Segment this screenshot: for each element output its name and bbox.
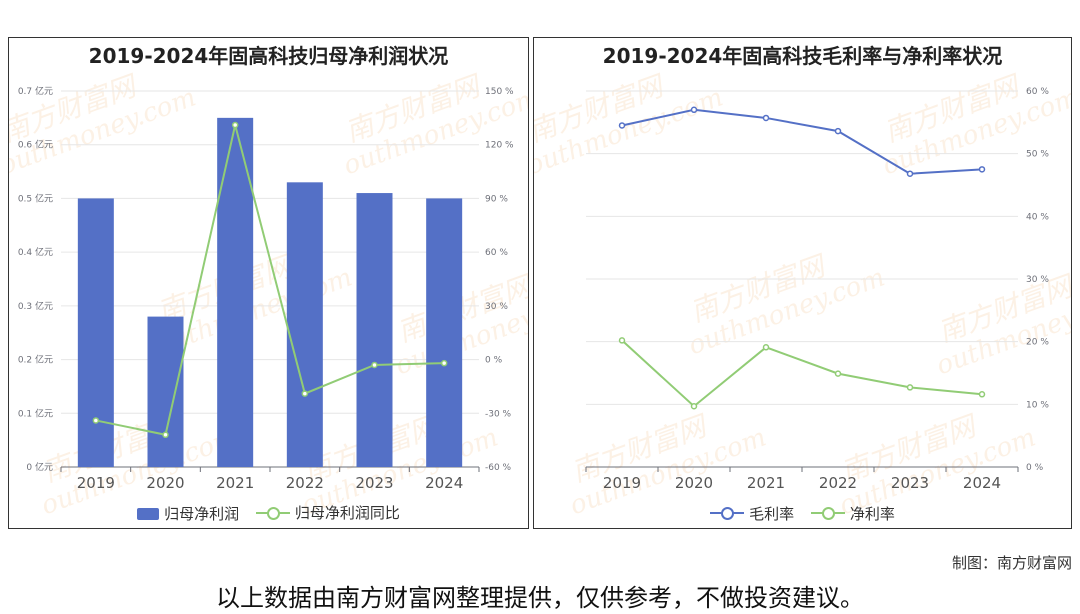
gross-margin-point-2022 xyxy=(834,127,842,135)
y-left-tick-label: 0.5 亿元 xyxy=(18,192,53,204)
y-left-tick-label: 0.6 亿元 xyxy=(18,139,53,151)
yoy-point-2019 xyxy=(92,417,100,424)
y-right-tick-label: 30 % xyxy=(485,302,508,312)
chart-panel-margins: 南方财富网 outhmoney.com 南方财富网 outhmoney.com 南方财富… xyxy=(533,37,1072,529)
y-right-tick-label: 50 % xyxy=(1026,150,1049,160)
net-margin-point-2019 xyxy=(618,337,626,344)
y-right-tick-label: 60 % xyxy=(485,248,508,258)
gross-margin-point-2023 xyxy=(906,170,914,177)
yoy-point-2021 xyxy=(231,121,239,129)
x-tick-label: 2020 xyxy=(675,474,713,492)
net-margin-point-2021 xyxy=(762,344,770,351)
legend-swatch-bar xyxy=(137,507,160,520)
gross-margin-point-2019 xyxy=(618,122,626,129)
x-tick-label: 2023 xyxy=(355,474,393,492)
y-right-tick-label: 20 % xyxy=(1026,338,1049,348)
x-tick-label: 2024 xyxy=(425,474,463,492)
x-tick-label: 2019 xyxy=(603,474,641,492)
yoy-point-2024 xyxy=(440,359,448,367)
chart-legend: 归母净利润 归母净利润同比 xyxy=(9,502,528,524)
y-left-tick-label: 0.2 亿元 xyxy=(18,354,53,366)
yoy-point-2022 xyxy=(301,390,309,397)
legend-label: 归母净利润同比 xyxy=(294,504,400,522)
x-tick-label: 2021 xyxy=(747,474,785,492)
net-margin-line xyxy=(621,339,983,408)
legend-item-net-profit[interactable]: 归母净利润 xyxy=(137,503,239,524)
chart-title: 2019-2024年固高科技毛利率与净利率状况 xyxy=(602,44,1003,68)
x-tick-label: 2023 xyxy=(891,474,929,492)
y-right-tick-label: 0 % xyxy=(485,356,503,366)
legend-swatch-line xyxy=(255,506,290,520)
y-left-tick-label: 0.1 亿元 xyxy=(18,407,53,419)
net-profit-chart: 南方财富网outhmoney.com南方财富网outhmoney.com南方财富… xyxy=(9,68,528,521)
x-tick-label: 2022 xyxy=(286,474,324,492)
legend-label: 归母净利润 xyxy=(164,505,240,523)
chart-legend: 毛利率 净利率 xyxy=(534,503,1071,525)
legend-item-net-margin[interactable]: 净利率 xyxy=(810,503,895,524)
y-right-tick-label: 60 % xyxy=(1026,87,1049,97)
y-left-tick-label: 0 亿元 xyxy=(26,461,53,473)
bar-2020 xyxy=(147,316,184,467)
y-right-tick-label: 90 % xyxy=(485,194,508,204)
y-right-tick-label: 0 % xyxy=(1026,463,1044,473)
bar-2023 xyxy=(356,193,393,468)
chart-title: 2019-2024年固高科技归母净利润状况 xyxy=(88,44,449,68)
y-right-tick-label: 30 % xyxy=(1026,275,1049,285)
chart-panel-net-profit: 南方财富网outhmoney.com南方财富网outhmoney.com南方财富… xyxy=(8,37,529,529)
bar-2019 xyxy=(77,198,114,467)
gross-margin-line xyxy=(621,108,983,175)
x-tick-label: 2024 xyxy=(963,474,1001,492)
gross-margin-point-2024 xyxy=(978,166,986,173)
x-tick-label: 2020 xyxy=(146,474,184,492)
yoy-point-2020 xyxy=(162,431,169,439)
y-right-tick-label: 10 % xyxy=(1026,400,1049,410)
y-right-tick-label: -60 % xyxy=(485,463,512,473)
net-margin-point-2023 xyxy=(906,384,914,391)
y-right-tick-label: 40 % xyxy=(1026,212,1049,222)
y-left-tick-label: 0.4 亿元 xyxy=(18,246,53,258)
net-margin-point-2020 xyxy=(690,402,698,410)
x-tick-label: 2019 xyxy=(77,474,115,492)
y-right-tick-label: 120 % xyxy=(485,141,514,151)
net-margin-point-2022 xyxy=(834,370,842,377)
bar-2022 xyxy=(286,182,323,468)
legend-swatch-line xyxy=(810,506,845,520)
legend-swatch-line xyxy=(710,506,745,520)
legend-item-net-profit-yoy[interactable]: 归母净利润同比 xyxy=(255,502,400,523)
legend-label: 毛利率 xyxy=(749,504,795,523)
gross-margin-point-2020 xyxy=(690,106,698,114)
x-tick-label: 2022 xyxy=(819,474,857,492)
yoy-line xyxy=(95,124,445,436)
net-margin-point-2024 xyxy=(978,391,986,398)
gross-margin-point-2021 xyxy=(762,114,770,122)
y-right-tick-label: 150 % xyxy=(485,87,514,97)
chart-credit: 制图：南方财富网 xyxy=(951,554,1072,572)
legend-label: 净利率 xyxy=(849,504,895,523)
y-right-tick-label: -30 % xyxy=(485,409,512,419)
x-tick-label: 2021 xyxy=(216,474,254,492)
y-left-tick-label: 0.3 亿元 xyxy=(18,300,53,312)
legend-item-gross-margin[interactable]: 毛利率 xyxy=(710,503,794,524)
disclaimer-text: 以上数据由南方财富网整理提供，仅供参考，不做投资建议。 xyxy=(216,584,864,612)
yoy-point-2023 xyxy=(371,361,378,369)
y-left-tick-label: 0.7 亿元 xyxy=(18,85,53,97)
bar-2024 xyxy=(426,198,463,467)
